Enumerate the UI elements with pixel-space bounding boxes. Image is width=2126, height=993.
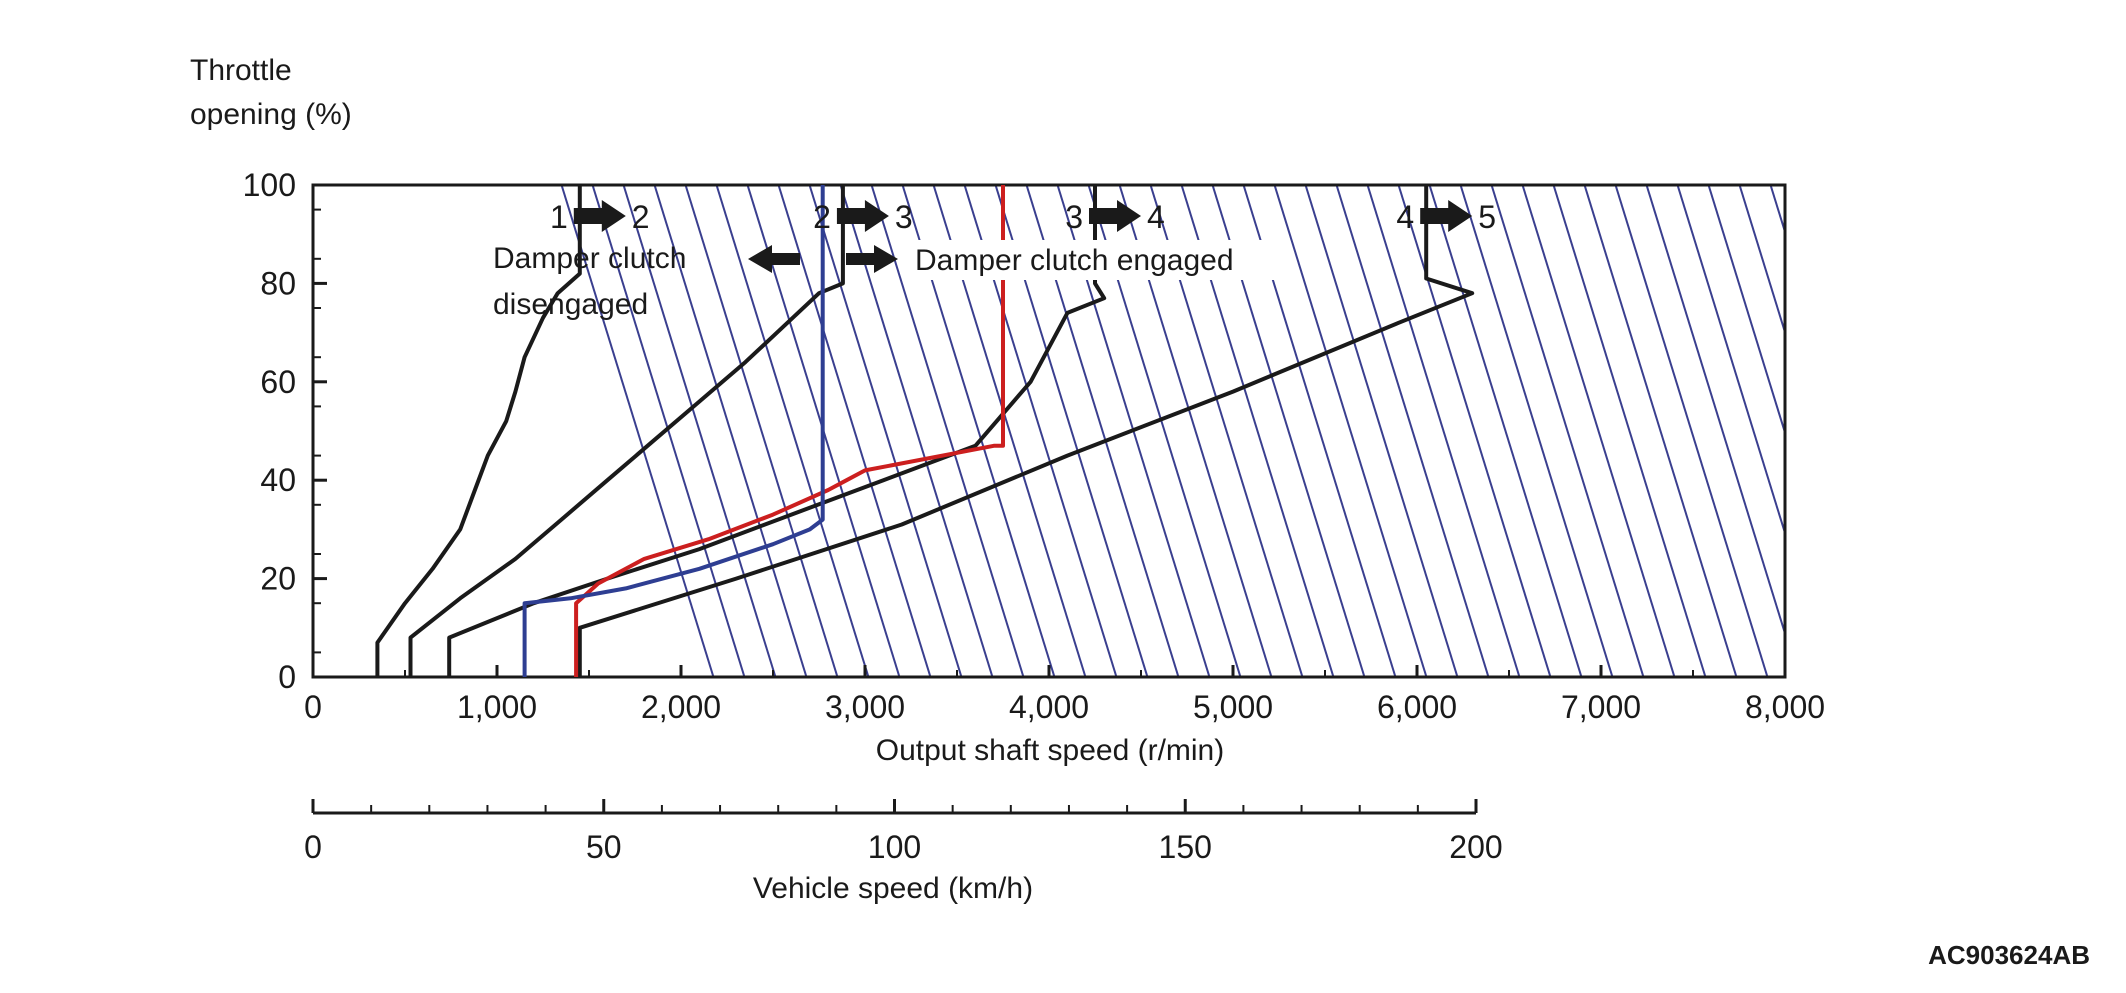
figure-id: AC903624AB — [1928, 940, 2090, 970]
hatch-line — [1800, 180, 1955, 682]
hatch-line — [684, 185, 839, 677]
shift-arrow-icon — [836, 200, 889, 232]
x-tick-label: 6,000 — [1377, 689, 1457, 725]
x-tick-label: 2,000 — [641, 689, 721, 725]
shift-arrow-icon — [1420, 200, 1473, 232]
shift-to-label: 3 — [895, 199, 913, 235]
hatch-line — [870, 185, 1025, 677]
hatch-line — [1738, 185, 1785, 336]
hatch-line — [1676, 185, 1785, 537]
annotation-disengaged-line2: disengaged — [493, 288, 648, 321]
hatch-line — [777, 185, 932, 677]
series-2-3-line — [408, 185, 845, 677]
hatch-line — [1397, 185, 1552, 677]
x2-tick-label: 150 — [1159, 829, 1212, 865]
x2-tick-label: 100 — [868, 829, 921, 865]
hatch-line — [560, 185, 715, 677]
y-tick-label: 60 — [260, 364, 296, 400]
series-lines — [375, 185, 1475, 677]
y-tick-label: 40 — [260, 462, 296, 498]
y-tick-label: 20 — [260, 561, 296, 597]
hatch-line — [1273, 185, 1428, 677]
y-tick-label: 0 — [278, 659, 296, 695]
y-axis-label-line2: opening (%) — [190, 98, 352, 131]
hatch-line — [1769, 185, 1785, 236]
hatch-line — [1459, 185, 1614, 677]
annotation-engaged: Damper clutch engaged — [915, 244, 1234, 277]
x2-tick-label: 0 — [304, 829, 322, 865]
series-1-2-line — [375, 185, 582, 677]
x-tick-label: 5,000 — [1193, 689, 1273, 725]
hatch-line — [1552, 185, 1707, 677]
series-red-boundary-line — [574, 185, 1005, 677]
hatch-line — [1428, 185, 1583, 677]
x2-tick-label: 200 — [1449, 829, 1502, 865]
hatch-line — [1490, 185, 1645, 677]
annotation-engaged-bg — [910, 240, 1290, 280]
hatch-line — [622, 185, 777, 677]
x-axis-label: Output shaft speed (r/min) — [876, 734, 1225, 767]
x-tick-label: 1,000 — [457, 689, 537, 725]
hatch-line — [808, 185, 963, 677]
hatch-line — [1614, 185, 1769, 677]
shift-to-label: 5 — [1478, 199, 1496, 235]
x-tick-label: 3,000 — [825, 689, 905, 725]
shift-to-label: 2 — [632, 199, 650, 235]
series-4-5-line — [577, 185, 1475, 677]
annotation-disengaged-line1: Damper clutch — [493, 242, 686, 275]
shift-from-label: 3 — [1065, 199, 1083, 235]
series-blue-boundary-line — [522, 185, 825, 677]
shift-from-label: 1 — [550, 199, 568, 235]
shift-from-label: 4 — [1396, 199, 1414, 235]
hatch-line — [1831, 180, 1986, 682]
shift-from-label: 2 — [813, 199, 831, 235]
x-tick-label: 8,000 — [1745, 689, 1825, 725]
x-tick-label: 0 — [304, 689, 322, 725]
hatch-line — [591, 185, 746, 677]
shift-arrow-icon — [573, 200, 626, 232]
hatch-line — [1583, 185, 1738, 677]
disengaged-arrow-icon — [748, 245, 800, 273]
y-axis-label-line1: Throttle — [190, 54, 292, 87]
hatch-line — [1304, 185, 1459, 677]
shift-arrow-icon — [1089, 200, 1141, 232]
hatch-line — [1335, 185, 1490, 677]
x2-tick-label: 50 — [586, 829, 622, 865]
x-tick-label: 4,000 — [1009, 689, 1089, 725]
hatch-line — [715, 185, 870, 677]
shift-to-label: 4 — [1147, 199, 1165, 235]
engaged-arrow-icon — [846, 245, 898, 273]
hatch-line — [1366, 185, 1521, 677]
y-tick-label: 80 — [260, 265, 296, 301]
hatch-line — [1645, 185, 1785, 637]
hatch-line — [653, 185, 808, 677]
x-tick-label: 7,000 — [1561, 689, 1641, 725]
hatch-line — [1521, 185, 1676, 677]
y-tick-label: 100 — [243, 167, 296, 203]
x2-axis-label: Vehicle speed (km/h) — [753, 872, 1033, 905]
